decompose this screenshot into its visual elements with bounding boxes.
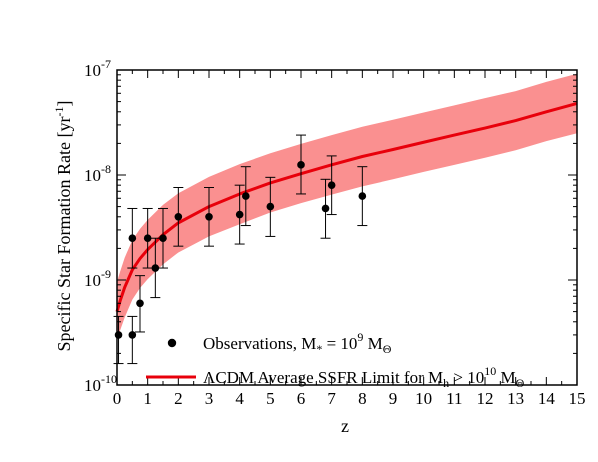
data-point-4 (143, 234, 152, 243)
y-tick-base-1: 10 (84, 271, 101, 290)
legend-observations-tail: M (363, 334, 382, 353)
data-point-7 (174, 212, 183, 221)
y-tick-label-1: 10-9 (84, 267, 111, 290)
y-tick-label-3: 10-7 (84, 57, 111, 80)
y-tick-exponent-1: -9 (101, 267, 111, 281)
y-tick-exponent-2: -8 (101, 162, 111, 176)
legend-model-sup: 10 (484, 364, 496, 378)
legend-observations-text: Observations, M (203, 334, 316, 353)
data-point-6 (159, 234, 167, 243)
confidence-band-layer (117, 73, 577, 342)
y-axis-label: Specific Star Formation Rate [yr-1] (52, 101, 74, 352)
y-tick-exponent-0: -10 (101, 372, 117, 386)
legend-model-tail-sub: Θ (516, 376, 525, 390)
y-axis-label-main: Specific Star Formation Rate [yr (54, 117, 74, 352)
data-point-2 (128, 331, 137, 339)
data-point-15 (358, 192, 367, 200)
legend-observations-marker (167, 338, 177, 348)
data-point-3 (136, 299, 144, 308)
y-tick-label-0: 10-10 (84, 372, 117, 395)
legend-model-sub: h (443, 376, 449, 390)
x-tick-label-7: 7 (327, 389, 336, 408)
x-tick-label-2: 2 (174, 389, 183, 408)
x-tick-label-9: 9 (389, 389, 398, 408)
data-point-8 (205, 212, 213, 221)
y-tick-base-2: 10 (84, 166, 101, 185)
x-tick-label-8: 8 (358, 389, 367, 408)
model-band (117, 73, 577, 342)
y-tick-exponent-3: -7 (101, 57, 111, 71)
x-axis-ticks: 0 1 2 3 4 5 6 7 8 9 10 11 12 13 14 15 (113, 70, 586, 408)
x-tick-label-3: 3 (205, 389, 214, 408)
data-point-12 (297, 161, 305, 169)
legend-model-label: ΛCDM Average SSFR Limit for Mh > 1010 MΘ (203, 364, 525, 390)
y-tick-label-2: 10-8 (84, 162, 111, 185)
legend-model-text: ΛCDM Average SSFR Limit for M (203, 368, 443, 387)
legend-model-tail: M (496, 368, 515, 387)
observation-points-layer (114, 161, 367, 339)
legend-observations-sup: 9 (357, 330, 363, 344)
x-tick-label-14: 14 (538, 389, 556, 408)
y-axis-label-close: ] (54, 101, 74, 107)
x-tick-label-13: 13 (507, 389, 524, 408)
x-tick-label-15: 15 (569, 389, 586, 408)
x-tick-label-12: 12 (477, 389, 494, 408)
data-point-1 (128, 234, 137, 243)
y-axis-label-exponent: -1 (52, 107, 66, 117)
y-axis-ticks: 10-1010-910-810-7 (84, 57, 577, 395)
legend-observations-mid: = 10 (322, 334, 357, 353)
x-tick-label-10: 10 (415, 389, 432, 408)
legend: Observations, M* = 109 MΘ ΛCDM Average S… (146, 330, 525, 390)
data-point-10 (242, 192, 250, 200)
legend-observations-sub: * (316, 342, 322, 356)
x-axis-label: z (341, 416, 349, 436)
data-point-9 (235, 210, 244, 219)
data-point-5 (151, 264, 160, 272)
y-tick-base-3: 10 (84, 61, 101, 80)
x-tick-label-4: 4 (235, 389, 244, 408)
data-point-14 (327, 181, 336, 189)
legend-model-mid: > 10 (449, 368, 484, 387)
x-tick-label-0: 0 (113, 389, 122, 408)
x-tick-label-1: 1 (143, 389, 152, 408)
legend-observations-label: Observations, M* = 109 MΘ (203, 330, 392, 356)
data-point-13 (321, 204, 330, 213)
y-tick-base-0: 10 (84, 376, 101, 395)
data-point-11 (266, 202, 275, 211)
x-tick-label-5: 5 (266, 389, 275, 408)
legend-observations-tail-sub: Θ (383, 342, 392, 356)
x-tick-label-6: 6 (297, 389, 306, 408)
x-tick-label-11: 11 (446, 389, 462, 408)
